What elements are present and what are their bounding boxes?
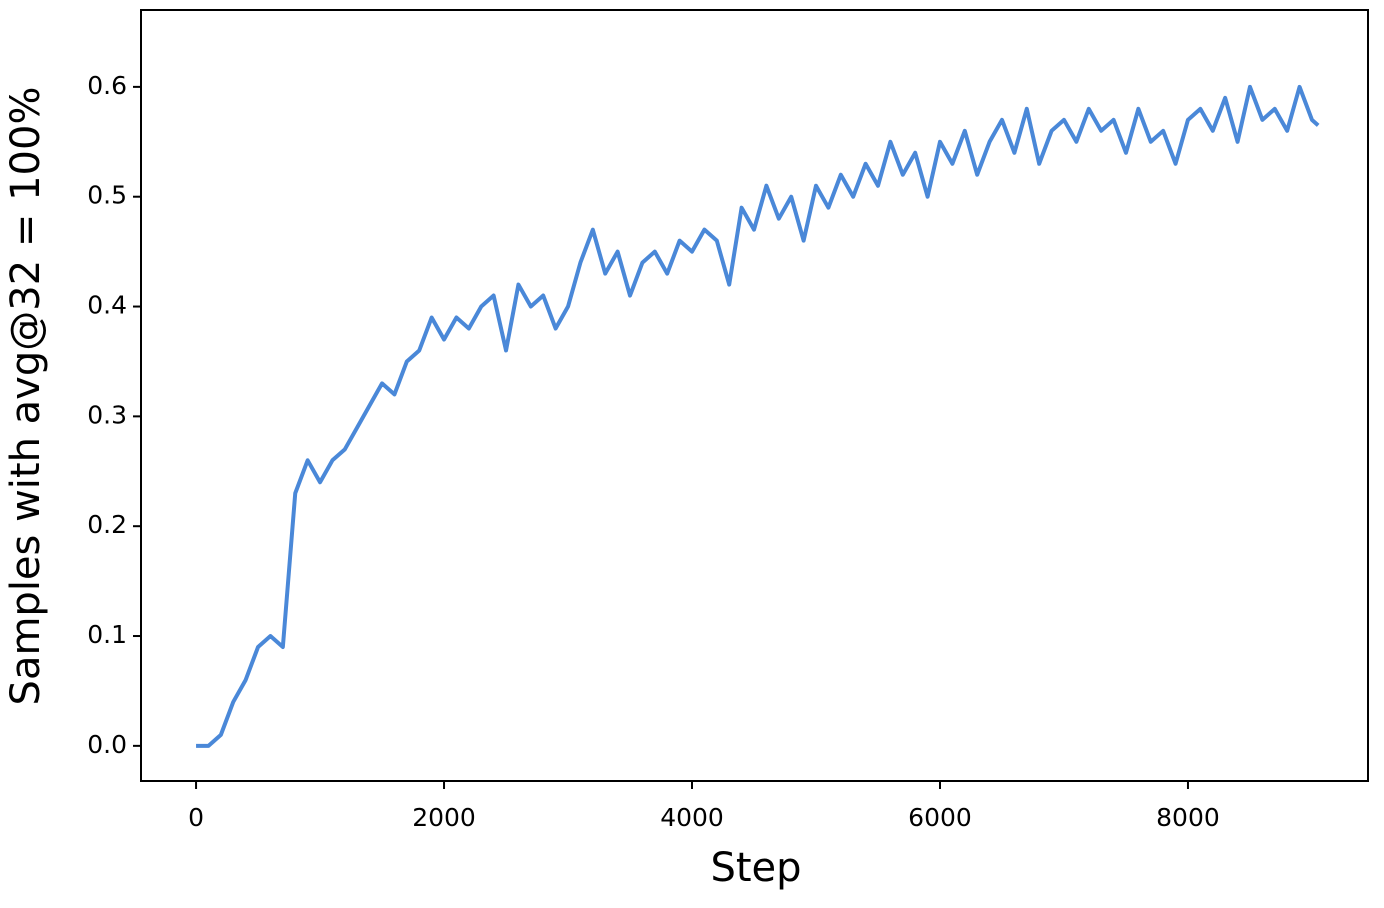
y-tick-label: 0.6 (87, 71, 127, 100)
plot-frame (140, 9, 1369, 782)
y-tick-label: 0.3 (87, 400, 127, 429)
y-axis-label: Samples with avg@32 = 100% (3, 87, 49, 706)
x-tick-label: 8000 (1156, 803, 1220, 832)
y-tick-label: 0.1 (87, 620, 127, 649)
x-axis-label: Step (710, 845, 801, 891)
y-tick-label: 0.5 (87, 181, 127, 210)
x-tick-label: 4000 (660, 803, 724, 832)
y-tick-label: 0.2 (87, 510, 127, 539)
line-series (196, 84, 1320, 748)
y-tick-label: 0.4 (87, 291, 127, 320)
x-tick-label: 0 (188, 803, 204, 832)
x-tick-label: 2000 (412, 803, 476, 832)
x-tick-label: 6000 (908, 803, 972, 832)
y-tick-label: 0.0 (87, 730, 127, 759)
